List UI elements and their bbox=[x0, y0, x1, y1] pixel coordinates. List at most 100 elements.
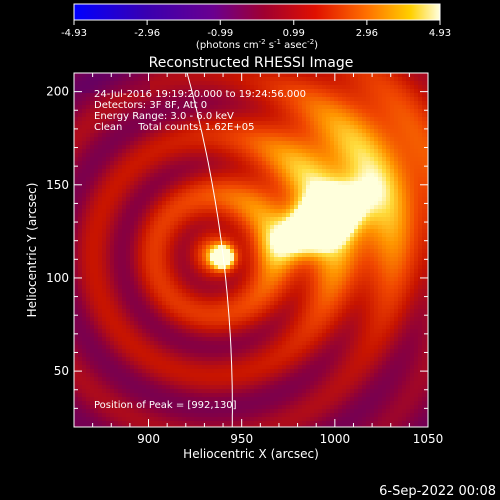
heatmap-cell bbox=[246, 153, 251, 158]
heatmap-cell bbox=[110, 77, 115, 82]
heatmap-cell bbox=[258, 261, 263, 266]
heatmap-cell bbox=[158, 337, 163, 342]
heatmap-cell bbox=[262, 177, 267, 182]
heatmap-cell bbox=[198, 369, 203, 374]
heatmap-cell bbox=[166, 269, 171, 274]
heatmap-cell bbox=[178, 225, 183, 230]
heatmap-cell bbox=[254, 137, 259, 142]
heatmap-cell bbox=[258, 397, 263, 402]
heatmap-cell bbox=[214, 329, 219, 334]
heatmap-cell bbox=[130, 197, 135, 202]
heatmap-cell bbox=[174, 121, 179, 126]
heatmap-cell bbox=[118, 125, 123, 130]
heatmap-cell bbox=[82, 421, 87, 426]
heatmap-cell bbox=[278, 261, 283, 266]
heatmap-cell bbox=[262, 237, 267, 242]
heatmap-cell bbox=[126, 153, 131, 158]
heatmap-cell bbox=[286, 249, 291, 254]
heatmap-cell bbox=[262, 213, 267, 218]
heatmap-cell bbox=[234, 77, 239, 82]
heatmap-cell bbox=[86, 365, 91, 370]
heatmap-cell bbox=[94, 237, 99, 242]
heatmap-cell bbox=[142, 365, 147, 370]
heatmap-cell bbox=[202, 113, 207, 118]
heatmap-cell bbox=[102, 293, 107, 298]
heatmap-cell bbox=[262, 285, 267, 290]
heatmap-cell bbox=[94, 377, 99, 382]
heatmap-cell bbox=[258, 301, 263, 306]
heatmap-cell bbox=[258, 129, 263, 134]
heatmap-cell bbox=[242, 89, 247, 94]
heatmap-cell bbox=[110, 249, 115, 254]
heatmap-cell bbox=[90, 329, 95, 334]
heatmap-cell bbox=[158, 257, 163, 262]
heatmap-cell bbox=[178, 169, 183, 174]
heatmap-cell bbox=[222, 425, 227, 427]
heatmap-cell bbox=[198, 393, 203, 398]
heatmap-cell bbox=[230, 89, 235, 94]
heatmap-cell bbox=[102, 89, 107, 94]
heatmap-cell bbox=[94, 361, 99, 366]
heatmap-cell bbox=[130, 165, 135, 170]
heatmap-cell bbox=[266, 117, 271, 122]
heatmap-cell bbox=[118, 229, 123, 234]
heatmap-cell bbox=[294, 161, 299, 166]
heatmap-cell bbox=[190, 369, 195, 374]
heatmap-cell bbox=[278, 125, 283, 130]
heatmap-cell bbox=[270, 213, 275, 218]
heatmap-cell bbox=[218, 377, 223, 382]
heatmap-cell bbox=[166, 185, 171, 190]
heatmap-cell bbox=[270, 425, 275, 427]
heatmap-cell bbox=[94, 101, 99, 106]
heatmap-cell bbox=[254, 237, 259, 242]
heatmap-cell bbox=[98, 257, 103, 262]
heatmap-cell bbox=[182, 185, 187, 190]
heatmap-cell bbox=[142, 417, 147, 422]
heatmap-cell bbox=[194, 169, 199, 174]
heatmap-cell bbox=[146, 405, 151, 410]
heatmap-cell bbox=[270, 185, 275, 190]
heatmap-cell bbox=[130, 389, 135, 394]
heatmap-cell bbox=[154, 353, 159, 358]
heatmap-cell bbox=[166, 77, 171, 82]
heatmap-cell bbox=[230, 133, 235, 138]
heatmap-cell bbox=[182, 273, 187, 278]
heatmap-cell bbox=[166, 261, 171, 266]
heatmap-cell bbox=[82, 273, 87, 278]
heatmap-cell bbox=[214, 233, 219, 238]
heatmap-cell bbox=[222, 329, 227, 334]
heatmap-cell bbox=[78, 401, 83, 406]
heatmap-cell bbox=[190, 245, 195, 250]
heatmap-cell bbox=[250, 245, 255, 250]
heatmap-cell bbox=[114, 109, 119, 114]
heatmap-cell bbox=[226, 353, 231, 358]
heatmap-cell bbox=[138, 257, 143, 262]
heatmap-cell bbox=[118, 233, 123, 238]
heatmap-cell bbox=[266, 185, 271, 190]
heatmap-cell bbox=[98, 157, 103, 162]
heatmap-cell bbox=[270, 309, 275, 314]
heatmap-cell bbox=[210, 397, 215, 402]
heatmap-cell bbox=[182, 229, 187, 234]
heatmap-cell bbox=[78, 385, 83, 390]
heatmap-cell bbox=[94, 385, 99, 390]
heatmap-cell bbox=[286, 285, 291, 290]
heatmap-cell bbox=[142, 309, 147, 314]
heatmap-cell bbox=[114, 105, 119, 110]
heatmap-cell bbox=[146, 145, 151, 150]
heatmap-cell bbox=[246, 109, 251, 114]
heatmap-cell bbox=[278, 217, 283, 222]
heatmap-cell bbox=[102, 133, 107, 138]
heatmap-cell bbox=[106, 89, 111, 94]
heatmap-cell bbox=[134, 285, 139, 290]
heatmap-cell bbox=[142, 285, 147, 290]
heatmap-cell bbox=[162, 217, 167, 222]
heatmap-cell bbox=[198, 265, 203, 270]
heatmap-cell bbox=[274, 205, 279, 210]
heatmap-cell bbox=[166, 373, 171, 378]
heatmap-cell bbox=[150, 425, 155, 427]
heatmap-cell bbox=[266, 285, 271, 290]
heatmap-cell bbox=[222, 277, 227, 282]
heatmap-cell bbox=[178, 389, 183, 394]
heatmap-cell bbox=[146, 357, 151, 362]
